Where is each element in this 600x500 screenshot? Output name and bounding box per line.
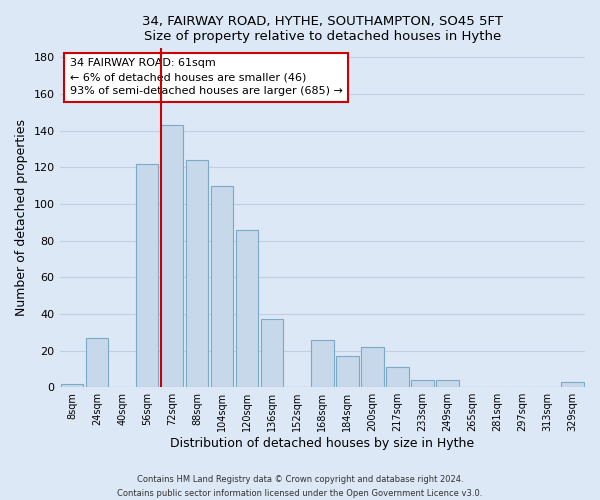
Text: 34 FAIRWAY ROAD: 61sqm
← 6% of detached houses are smaller (46)
93% of semi-deta: 34 FAIRWAY ROAD: 61sqm ← 6% of detached … [70,58,343,96]
Bar [411,380,434,387]
Bar [361,347,383,387]
X-axis label: Distribution of detached houses by size in Hythe: Distribution of detached houses by size … [170,437,475,450]
Bar [136,164,158,387]
Bar [186,160,208,387]
Bar [311,340,334,387]
Bar [161,126,184,387]
Text: Contains HM Land Registry data © Crown copyright and database right 2024.
Contai: Contains HM Land Registry data © Crown c… [118,476,482,498]
Title: 34, FAIRWAY ROAD, HYTHE, SOUTHAMPTON, SO45 5FT
Size of property relative to deta: 34, FAIRWAY ROAD, HYTHE, SOUTHAMPTON, SO… [142,15,503,43]
Bar [61,384,83,387]
Bar [436,380,458,387]
Bar [261,320,283,387]
Bar [561,382,584,387]
Bar [86,338,109,387]
Bar [336,356,359,387]
Bar [211,186,233,387]
Y-axis label: Number of detached properties: Number of detached properties [15,120,28,316]
Bar [236,230,259,387]
Bar [386,367,409,387]
